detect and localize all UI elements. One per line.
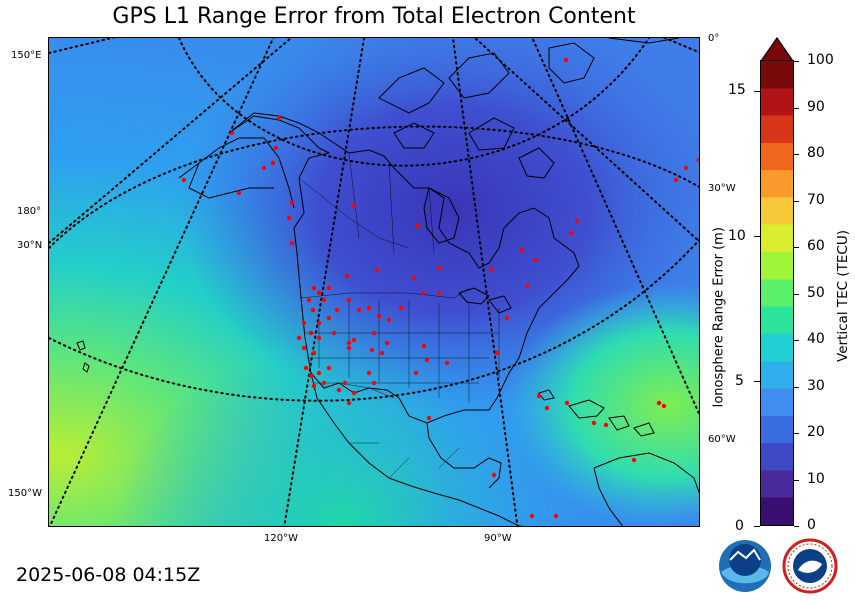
nws-logo [782, 538, 838, 594]
colorbar-tick-label: 50 [807, 284, 825, 301]
colorbar-tick-label: 90 [807, 98, 825, 115]
agency-logos [718, 538, 840, 598]
grid-label-120w: 120°W [264, 533, 298, 544]
political-borders [298, 152, 500, 479]
colorbar-tick-label: 70 [807, 191, 825, 208]
colorbar-tickmark [794, 107, 799, 109]
colorbar-tickmark [794, 479, 799, 481]
colorbar-tick-label: 20 [807, 424, 825, 440]
grid-label-0: 0° [708, 33, 720, 44]
grid-label-60w: 60°W [708, 434, 736, 445]
grid-label-30w: 30°W [708, 183, 736, 194]
colorbar-tickmark [794, 433, 799, 434]
colorbar-tick-label: 30 [807, 377, 825, 394]
tec-map [48, 37, 700, 527]
range-tick-10: 10 [728, 228, 746, 244]
colorbar-tick-label: 40 [807, 331, 825, 347]
noaa-logo [719, 540, 771, 592]
range-tickmark-15 [754, 91, 760, 92]
grid-label-90w: 90°W [484, 533, 512, 544]
colorbar-tickmark [794, 386, 799, 388]
grid-label-180: 180° [17, 206, 42, 217]
grid-label-150w: 150°W [8, 488, 42, 499]
colorbar-tickmark [794, 293, 799, 295]
colorbar-tick-label: 0 [807, 517, 816, 533]
colorbar-tick-label: 10 [807, 470, 825, 487]
map-title: GPS L1 Range Error from Total Electron C… [112, 4, 636, 29]
colorbar-tick-label: 80 [807, 145, 825, 161]
range-tickmark-5 [754, 381, 760, 382]
colorbar-title: Vertical TEC (TECU) [835, 230, 851, 362]
colorbar-tickmark [794, 247, 799, 248]
gps-stations [181, 57, 699, 519]
graticule [49, 38, 699, 526]
range-tick-15: 15 [728, 82, 746, 98]
colorbar-tickmark [794, 200, 799, 202]
colorbar-tick-label: 100 [807, 52, 834, 68]
colorbar-tick-label: 60 [807, 238, 825, 254]
timestamp: 2025-06-08 04:15Z [16, 564, 201, 586]
range-tickmark-0 [754, 526, 760, 527]
range-error-axis-title: Ionosphere Range Error (m) [711, 227, 727, 408]
grid-label-150e: 150°E [11, 50, 42, 61]
colorbar-tickmark [794, 61, 799, 62]
colorbar-tickmark [794, 526, 799, 527]
tec-south-region [49, 38, 699, 526]
grid-label-30n: 30°N [17, 240, 43, 251]
range-tick-5: 5 [735, 373, 744, 389]
range-tickmark-10 [754, 236, 760, 237]
colorbar-tickmark [794, 154, 799, 155]
colorbar-tickmark [794, 340, 799, 341]
tec-colorbar [760, 60, 794, 526]
range-tick-0: 0 [735, 518, 744, 534]
